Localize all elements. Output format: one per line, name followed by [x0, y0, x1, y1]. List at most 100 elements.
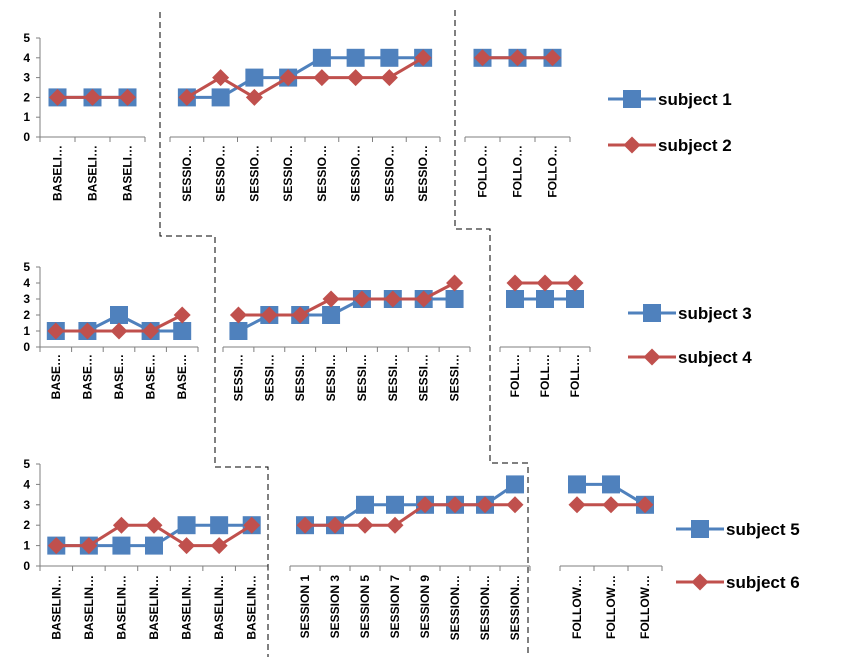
chart-3-x-tick-label: SESSION…: [448, 575, 462, 640]
chart-3-series-2-point: [112, 516, 130, 534]
chart-3-series-2-point: [178, 537, 196, 555]
chart-1-y-tick-label: 1: [23, 110, 30, 124]
chart-1-y-tick-label: 3: [23, 71, 30, 85]
chart-3-series-2-point: [416, 496, 434, 514]
chart-3-x-tick-label: BASELIN…: [147, 575, 161, 640]
chart-2-series-2-point: [446, 274, 464, 292]
chart-1-legend-1-marker: [623, 90, 641, 108]
chart-1-y-tick-label: 5: [23, 31, 30, 45]
chart-3-series-2-point: [47, 537, 65, 555]
chart-3-series-1-point: [506, 475, 524, 494]
chart-1-series-2-point: [380, 69, 398, 87]
phase-change-divider-2: [454, 10, 529, 657]
chart-1-series-2-point: [49, 88, 66, 106]
chart-3-legend-1-marker: [691, 520, 709, 538]
chart-3-y-tick-label: 1: [23, 539, 30, 553]
chart-2-y-tick-label: 5: [23, 260, 30, 274]
chart-2-x-tick-label: SESSI…: [417, 354, 431, 401]
chart-2-x-tick-label: FOLL…: [568, 354, 582, 397]
chart-2-series-2-point: [173, 306, 191, 324]
chart-3-series-1-point: [602, 475, 620, 494]
chart-3-series-1-point: [210, 516, 229, 535]
chart-2-legend-1-label: subject 3: [678, 304, 752, 323]
chart-1-series-2-point: [474, 49, 491, 67]
chart-1-x-tick-label: SESSIO…: [416, 145, 430, 202]
chart-3-series-2-point: [636, 496, 654, 514]
chart-1-series-2-point: [544, 49, 561, 67]
chart-2-series-2-point: [384, 290, 402, 308]
chart-1-series-1-point: [346, 48, 365, 67]
chart-1-x-tick-label: FOLLO…: [546, 145, 560, 198]
chart-3-series-2-point: [386, 516, 404, 534]
chart-2-series-1-point: [445, 290, 464, 308]
chart-2-series-2-point: [566, 274, 584, 292]
chart-3-series-2-point: [243, 516, 261, 534]
chart-3-series-2-point: [80, 537, 98, 555]
chart-3-x-tick-label: SESSION 7: [388, 575, 402, 639]
chart-3-series-2-point: [506, 496, 524, 514]
chart-3-series-1-point: [568, 475, 586, 494]
chart-1-series-2-point: [245, 88, 263, 106]
chart-2-series-1-point: [322, 306, 341, 324]
chart-3-x-tick-label: SESSION…: [508, 575, 522, 640]
chart-2-y-tick-label: 1: [23, 324, 30, 338]
chart-3-x-tick-label: FOLLOW…: [638, 575, 652, 639]
chart-2-series-2-point: [353, 290, 371, 308]
chart-2-y-tick-label: 0: [23, 340, 30, 354]
chart-1-series-2-point: [414, 49, 432, 67]
chart-2-series-2-point: [506, 274, 524, 292]
chart-2-series-2-point: [47, 322, 65, 340]
chart-1-x-tick-label: FOLLO…: [476, 145, 490, 198]
chart-2-x-tick-label: FOLL…: [508, 354, 522, 397]
chart-1-x-tick-label: SESSIO…: [382, 145, 396, 202]
chart-3-x-tick-label: BASELIN…: [180, 575, 194, 640]
chart-2-series-1-point: [173, 322, 192, 340]
chart-2-legend-1-marker: [643, 304, 661, 322]
chart-2-legend-2-marker: [643, 348, 661, 366]
chart-1-x-tick-label: BASELI…: [86, 145, 100, 201]
chart-3-series-1-point: [177, 516, 196, 535]
chart-1-series-2-point: [313, 69, 331, 87]
chart-2-series-1-point: [110, 306, 128, 324]
chart-1-legend-2-marker: [623, 136, 641, 154]
chart-2-y-tick-label: 3: [23, 292, 30, 306]
chart-3-x-tick-label: SESSION 3: [328, 575, 342, 639]
chart-3-y-tick-label: 5: [23, 457, 30, 471]
chart-3-x-tick-label: SESSION 9: [418, 575, 432, 639]
chart-2-series-1-point: [566, 290, 584, 308]
chart-2-series-2-point: [142, 322, 160, 340]
chart-2-y-tick-label: 4: [23, 276, 30, 290]
phase-change-divider-1: [159, 12, 269, 657]
chart-2-x-tick-label: SESSI…: [386, 354, 400, 401]
chart-2-series-2-point: [291, 306, 309, 324]
chart-2-series-2-point: [229, 306, 247, 324]
chart-2-x-tick-label: BASE…: [175, 354, 189, 399]
chart-3-series-2-point: [296, 516, 314, 534]
chart-3-series-2-point: [446, 496, 464, 514]
chart-1-y-tick-label: 2: [23, 90, 30, 104]
chart-2-series-2-point: [322, 290, 340, 308]
chart-3-series-1-point: [145, 536, 163, 555]
chart-3-x-tick-label: FOLLOW…: [570, 575, 584, 639]
chart-2-y-tick-label: 2: [23, 308, 30, 322]
chart-3-y-tick-label: 4: [23, 477, 30, 491]
chart-1-x-tick-label: SESSIO…: [281, 145, 295, 202]
chart-3-y-tick-label: 2: [23, 518, 30, 532]
chart-1-series-2-point: [119, 88, 136, 106]
chart-3-series-2-point: [602, 496, 620, 514]
chart-1-x-tick-label: SESSIO…: [349, 145, 363, 202]
chart-1-series-1-point: [312, 48, 331, 67]
chart-2-legend-2-label: subject 4: [678, 348, 752, 367]
chart-3-x-tick-label: BASELIN…: [114, 575, 128, 640]
chart-3-series-2-point: [210, 537, 228, 555]
chart-3-legend-1-label: subject 5: [726, 520, 800, 539]
chart-2-series-2-point: [536, 274, 554, 292]
chart-3-x-tick-label: FOLLOW…: [604, 575, 618, 639]
chart-3-x-tick-label: BASELIN…: [82, 575, 96, 640]
chart-3-x-tick-label: BASELIN…: [245, 575, 259, 640]
chart-1-x-tick-label: BASELI…: [51, 145, 65, 201]
chart-1-series-2-point: [347, 69, 365, 87]
chart-1-x-tick-label: SESSIO…: [180, 145, 194, 202]
chart-1-series-1-point: [211, 88, 230, 107]
